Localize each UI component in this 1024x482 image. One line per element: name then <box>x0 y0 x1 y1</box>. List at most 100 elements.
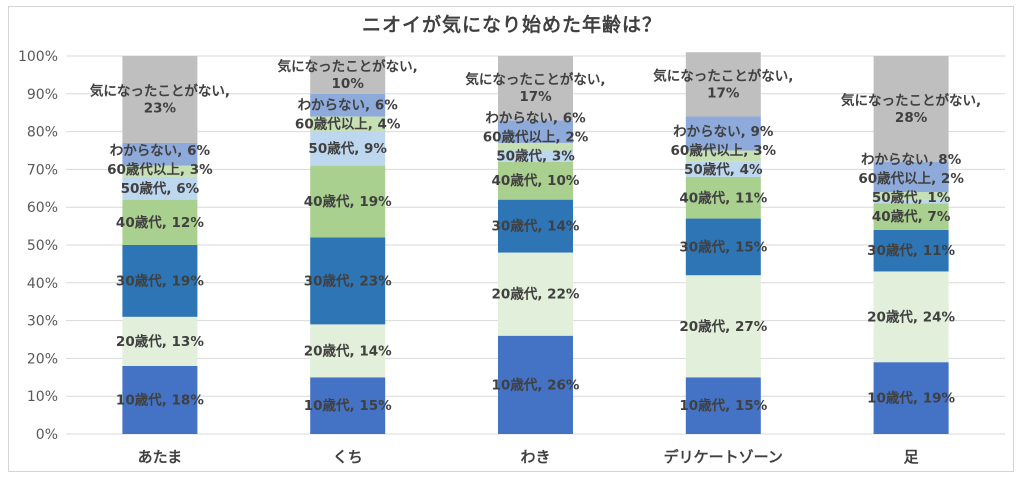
data-label: 60歳代以上, 3% <box>107 161 213 178</box>
y-tick-label: 10% <box>27 389 58 405</box>
bar-segment <box>310 56 386 94</box>
data-label: 40歳代, 10% <box>492 172 580 189</box>
y-tick-label: 20% <box>27 351 58 367</box>
category-label: あたま <box>138 448 183 466</box>
bar-segment <box>310 165 386 238</box>
data-label: 20歳代, 24% <box>867 308 955 325</box>
bar-segment <box>873 199 949 204</box>
data-label: 30歳代, 23% <box>304 272 392 289</box>
data-label: 60歳代以上, 2% <box>483 129 589 146</box>
bar-segment <box>498 335 573 434</box>
data-labels: 10歳代, 18% 20歳代, 13% 30歳代, 19% 40歳代, 12% 50歳代… <box>90 58 981 414</box>
data-label: 20歳代, 14% <box>304 342 392 359</box>
y-tick-label: 40% <box>27 276 58 292</box>
data-label: わからない, 6% <box>110 143 211 159</box>
y-tick-label: 90% <box>27 87 58 103</box>
data-label: 50歳代, 1% <box>872 189 951 206</box>
bar-segment <box>685 161 761 177</box>
bar-segment <box>873 203 949 230</box>
bar-segment <box>122 365 198 434</box>
bar-segment <box>498 161 573 200</box>
bar-segment <box>122 245 198 317</box>
data-label: 気になったことがない, 23% <box>90 82 230 116</box>
data-label: 10歳代, 26% <box>492 376 580 393</box>
data-label: 50歳代, 6% <box>121 180 200 197</box>
data-label: わからない, 9% <box>673 124 774 140</box>
axes: 0% 10% 20% 30% 40% 50% 60% 70% 80% 90% 100% あたま くち わき… <box>18 49 920 466</box>
data-label: わからない, 8% <box>861 152 962 168</box>
bar-segment <box>873 271 949 363</box>
bar-segment <box>685 176 761 219</box>
data-label: 気になったことがない, 10% <box>278 58 418 92</box>
bar-segment <box>310 116 386 132</box>
data-label: わからない, 6% <box>485 111 586 127</box>
bar-segment <box>122 199 198 245</box>
data-label: 40歳代, 11% <box>679 189 767 206</box>
bar-segment <box>122 56 198 143</box>
category-label: わき <box>520 448 550 466</box>
data-label: 60歳代以上, 3% <box>671 142 777 159</box>
bar-segment <box>873 161 949 193</box>
bar-segment <box>873 362 949 434</box>
data-label: 60歳代以上, 4% <box>295 116 401 133</box>
bar-segment <box>122 165 198 177</box>
data-label: 50歳代, 4% <box>684 161 763 178</box>
chart-title: ニオイが気になり始めた年齢は？ <box>361 14 662 36</box>
bar-segment <box>310 237 386 325</box>
data-label: 40歳代, 7% <box>872 208 951 225</box>
bar-segment <box>498 56 573 121</box>
data-label: 50歳代, 3% <box>496 148 575 165</box>
data-label: 20歳代, 27% <box>679 318 767 335</box>
data-label: 10歳代, 15% <box>304 397 392 414</box>
bar-segment <box>498 120 573 143</box>
y-tick-label: 80% <box>27 125 58 141</box>
data-label: 気になったことがない, 17% <box>465 71 605 105</box>
y-tick-label: 100% <box>18 49 58 65</box>
data-label: 30歳代, 11% <box>867 242 955 259</box>
y-tick-label: 50% <box>27 238 58 254</box>
data-label: 60歳代以上, 2% <box>858 170 964 187</box>
category-label: 足 <box>904 448 920 466</box>
bar-segment <box>685 52 761 117</box>
category-label: デリケートゾーン <box>664 448 783 466</box>
bar-segment <box>310 324 386 378</box>
data-label: わからない, 6% <box>298 98 399 114</box>
bar-segment <box>873 192 949 200</box>
bar-segment <box>498 252 573 336</box>
data-label: 30歳代, 14% <box>492 218 580 235</box>
data-label: 10歳代, 18% <box>116 391 204 408</box>
bar-segment <box>685 150 761 162</box>
bar-segment <box>685 275 761 378</box>
bars <box>122 52 949 434</box>
bar-segment <box>498 199 573 253</box>
bar-segment <box>873 56 949 162</box>
bar-segment <box>122 176 198 200</box>
bar-segment <box>873 229 949 272</box>
data-label: 40歳代, 19% <box>304 193 392 210</box>
data-label: 気になったことがない, 17% <box>653 67 793 101</box>
data-label: 30歳代, 15% <box>679 238 767 255</box>
category-label: くち <box>333 448 363 466</box>
data-label: 30歳代, 19% <box>116 272 204 289</box>
bar-segment <box>122 142 198 166</box>
y-tick-label: 60% <box>27 200 58 216</box>
data-label: 40歳代, 12% <box>116 214 204 231</box>
bar-segment <box>310 377 386 434</box>
y-tick-label: 70% <box>27 162 58 178</box>
bar-segment <box>122 316 198 366</box>
data-label: 10歳代, 19% <box>867 390 955 407</box>
bar-segment <box>685 377 761 434</box>
bar-segment <box>498 150 573 162</box>
bar-segment <box>498 142 573 151</box>
bar-segment <box>310 93 386 117</box>
bar-segment <box>685 116 761 151</box>
data-label: 10歳代, 15% <box>679 397 767 414</box>
bar-segment <box>310 131 386 166</box>
data-label: 50歳代, 9% <box>308 140 387 157</box>
data-label: 20歳代, 13% <box>116 333 204 350</box>
y-tick-label: 0% <box>36 427 58 443</box>
y-tick-label: 30% <box>27 314 58 330</box>
bar-segment <box>685 218 761 276</box>
data-label: 気になったことがない, 28% <box>841 92 981 126</box>
